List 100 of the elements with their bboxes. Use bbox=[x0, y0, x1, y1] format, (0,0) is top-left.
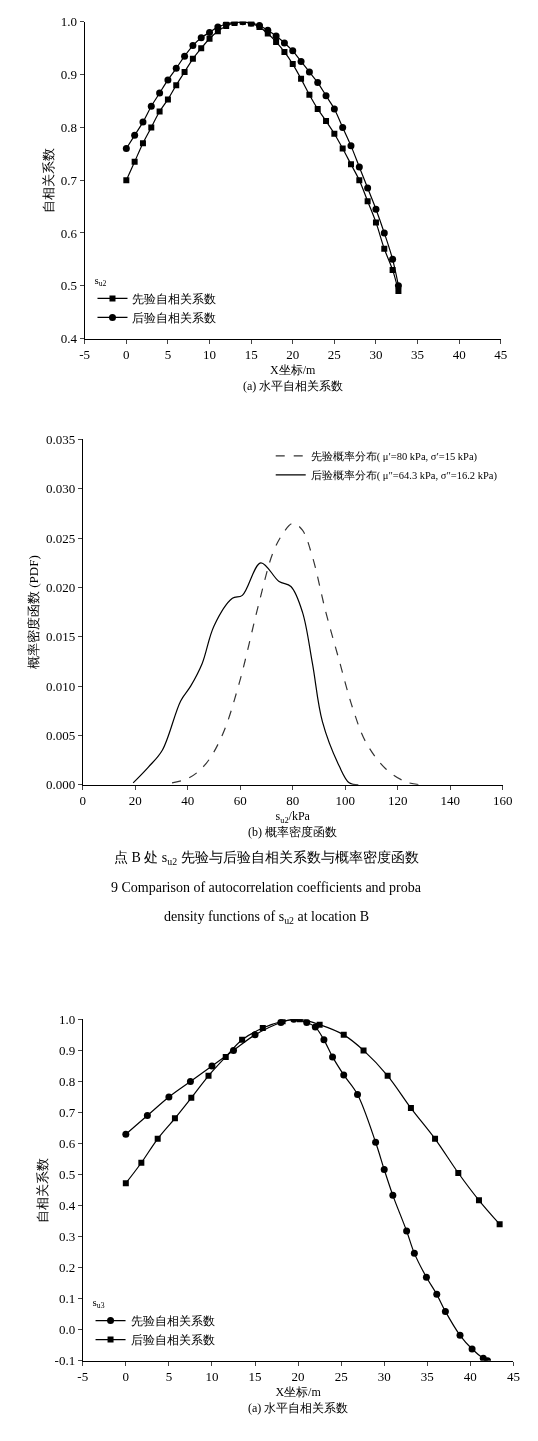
point bbox=[173, 82, 180, 89]
point bbox=[206, 35, 213, 42]
y-tick-label: 0.5 bbox=[60, 278, 78, 294]
point bbox=[131, 158, 138, 165]
x-tick-label: 45 bbox=[494, 347, 508, 363]
point bbox=[475, 1197, 482, 1204]
point bbox=[188, 1094, 195, 1101]
y-tick-label: 0.005 bbox=[45, 728, 76, 744]
point bbox=[330, 105, 338, 113]
legend-title: s$_{u2}$ bbox=[94, 273, 107, 289]
point bbox=[281, 48, 288, 55]
legend-label: 先验自相关系数 bbox=[130, 1314, 215, 1329]
point bbox=[197, 34, 205, 42]
point bbox=[380, 1166, 388, 1174]
point bbox=[360, 1047, 367, 1054]
point bbox=[139, 118, 147, 126]
point bbox=[380, 229, 388, 237]
x-tick-label: 140 bbox=[440, 793, 460, 809]
y-tick-label: 0.035 bbox=[45, 432, 76, 447]
point bbox=[123, 177, 130, 184]
x-tick-label: 15 bbox=[248, 1369, 262, 1385]
y-tick-label: 0.030 bbox=[45, 481, 76, 497]
point bbox=[289, 61, 296, 68]
point bbox=[156, 89, 164, 97]
text: 点 B 处 s$_{u2}$ 先验与后验自相关系数与概率密度函数 bbox=[114, 850, 419, 867]
point bbox=[381, 245, 388, 252]
point bbox=[364, 184, 372, 192]
x-tick-label: 45 bbox=[506, 1369, 520, 1385]
point bbox=[441, 1307, 449, 1315]
legend-title: s$_{u3}$ bbox=[92, 1296, 105, 1311]
text: (a) 水平自相关系数 bbox=[248, 1401, 349, 1415]
point bbox=[264, 26, 272, 34]
legend-label: 后验自相关系数 bbox=[130, 1333, 215, 1348]
point bbox=[143, 1112, 151, 1120]
x-tick-label: -5 bbox=[79, 347, 91, 363]
point bbox=[455, 1169, 462, 1176]
text: (b) 概率密度函数 bbox=[248, 825, 337, 839]
y-tick-label: 0.4 bbox=[60, 331, 78, 347]
y-tick-label: 0.6 bbox=[60, 225, 78, 241]
x-tick-label: 100 bbox=[335, 793, 355, 809]
point bbox=[206, 28, 214, 36]
point bbox=[384, 1072, 391, 1079]
point bbox=[164, 96, 171, 103]
x-tick-label: 40 bbox=[463, 1369, 477, 1385]
y-tick-label: 0.9 bbox=[60, 67, 78, 83]
point bbox=[354, 1090, 362, 1098]
point bbox=[298, 75, 305, 82]
point bbox=[222, 1053, 229, 1060]
y-tick-label: 0.3 bbox=[58, 1229, 76, 1245]
x-tick-label: 40 bbox=[181, 793, 195, 809]
y-tick-label: 0.000 bbox=[45, 777, 76, 793]
x-tick-label: 40 bbox=[452, 347, 466, 363]
point bbox=[239, 1036, 246, 1043]
point bbox=[138, 1159, 145, 1166]
x-axis-title: X坐标/m bbox=[275, 1385, 322, 1400]
point bbox=[122, 1180, 129, 1187]
x-tick-label: 120 bbox=[387, 793, 408, 809]
point bbox=[314, 79, 322, 87]
point bbox=[389, 1191, 397, 1199]
point bbox=[347, 142, 355, 150]
point bbox=[322, 92, 330, 100]
point bbox=[468, 1345, 476, 1353]
point bbox=[186, 1077, 194, 1085]
x-tick-label: 30 bbox=[369, 347, 383, 363]
point bbox=[148, 124, 155, 131]
point bbox=[389, 255, 397, 263]
y-tick-label: 1.0 bbox=[60, 14, 78, 30]
y-tick-label: 0.4 bbox=[58, 1198, 76, 1214]
y-tick-label: 0.020 bbox=[45, 580, 76, 596]
point bbox=[272, 32, 280, 40]
point bbox=[340, 1071, 348, 1079]
point bbox=[356, 177, 363, 184]
x-tick-label: 5 bbox=[165, 1369, 173, 1385]
point bbox=[156, 108, 163, 115]
x-tick-label: -5 bbox=[77, 1369, 89, 1385]
point bbox=[139, 140, 146, 147]
point bbox=[339, 145, 346, 152]
x-axis-title: s$_{u2}$/kPa bbox=[275, 809, 311, 825]
point bbox=[394, 282, 402, 290]
point bbox=[189, 42, 197, 50]
x-tick-label: 0 bbox=[123, 347, 130, 363]
point bbox=[164, 76, 172, 84]
point bbox=[273, 38, 280, 45]
y-tick-label: 1.0 bbox=[58, 1011, 76, 1027]
x-tick-label: 5 bbox=[164, 347, 172, 363]
x-tick-label: 0 bbox=[122, 1369, 130, 1385]
x-tick-label: 80 bbox=[286, 793, 300, 809]
point bbox=[154, 1135, 161, 1142]
y-tick-label: 0.6 bbox=[58, 1136, 76, 1152]
legend-label: 先验自相关系数 bbox=[132, 292, 217, 307]
x-tick-label: 15 bbox=[244, 347, 258, 363]
point bbox=[171, 1115, 178, 1122]
y-tick-label: 0.015 bbox=[45, 629, 76, 645]
legend-label: 后验概率分布( μ″=64.3 kPa, σ″=16.2 kPa) bbox=[310, 469, 498, 483]
y-tick-label: 0.1 bbox=[58, 1291, 76, 1307]
point bbox=[181, 52, 189, 60]
point bbox=[432, 1135, 439, 1142]
x-tick-label: 30 bbox=[377, 1369, 391, 1385]
point bbox=[316, 1021, 323, 1028]
point bbox=[456, 1331, 464, 1339]
